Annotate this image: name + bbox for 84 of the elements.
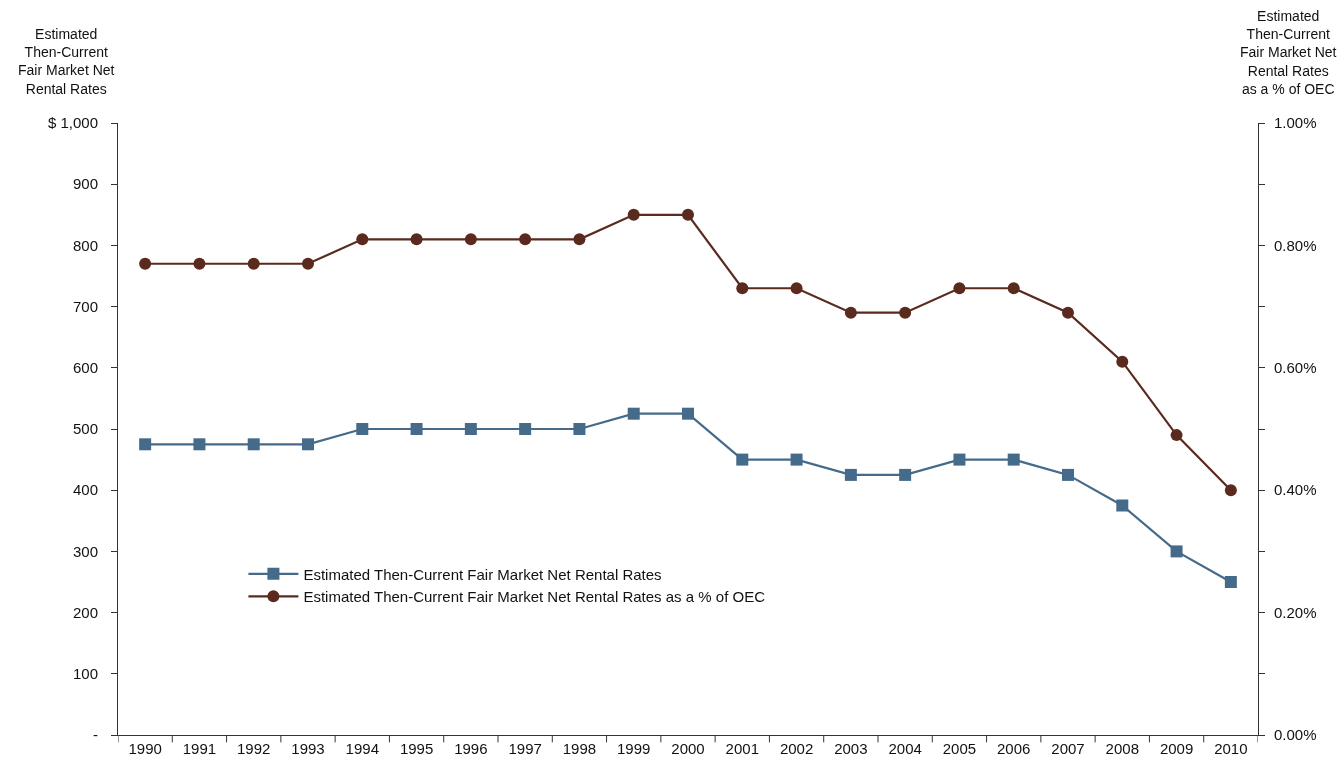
point xyxy=(736,453,749,466)
x-tick-label: 1999 xyxy=(617,740,651,757)
point xyxy=(410,423,423,435)
point xyxy=(953,453,966,466)
point xyxy=(899,468,912,481)
x-tick-label: 2007 xyxy=(1051,740,1085,757)
x-tick-label: 1993 xyxy=(291,740,325,757)
x-tick-label: 1998 xyxy=(562,740,597,757)
x-tick-label: 2003 xyxy=(834,740,868,757)
point xyxy=(519,233,532,246)
y-tick-label: 500 xyxy=(72,420,98,438)
y-tick-label: - xyxy=(93,726,98,744)
point xyxy=(1116,499,1129,512)
x-tick-label: 2010 xyxy=(1214,740,1248,757)
point xyxy=(953,282,966,295)
point xyxy=(410,233,423,246)
y-tick-label: 800 xyxy=(72,236,98,254)
y2-tick-label: 0.60% xyxy=(1274,359,1317,377)
point xyxy=(627,407,640,420)
y-tick-label: 900 xyxy=(72,175,98,193)
x-tick-label: 2005 xyxy=(942,740,977,757)
point xyxy=(302,438,314,451)
point xyxy=(573,233,586,246)
y-tick-label: $ 1,000 xyxy=(47,114,98,132)
y2-tick-label: 0.40% xyxy=(1274,481,1317,499)
point xyxy=(1116,355,1129,368)
point xyxy=(1007,453,1020,466)
point xyxy=(790,282,803,295)
y-tick-label: 200 xyxy=(72,603,98,621)
point xyxy=(736,282,749,295)
point xyxy=(519,423,532,435)
point xyxy=(1170,429,1183,442)
legend-label: Estimated Then-Current Fair Market Net Rental Rates as a % of OEC xyxy=(303,588,766,606)
point xyxy=(464,423,477,435)
point xyxy=(356,233,369,246)
x-tick-label: 2009 xyxy=(1159,740,1194,757)
y2-tick-label: 0.00% xyxy=(1274,726,1317,744)
point xyxy=(682,208,694,221)
y2-tick-label: 0.20% xyxy=(1274,603,1317,621)
y-tick-label: 300 xyxy=(72,542,98,560)
x-tick-label: 1994 xyxy=(345,740,379,757)
y2-axis-title: Estimated Then-Current Fair Market Net Rental Rates as a % of OEC xyxy=(1240,8,1337,97)
x-tick-label: 2008 xyxy=(1105,740,1139,757)
x-tick-label: 1997 xyxy=(508,740,542,757)
x-tick-label: 1995 xyxy=(399,740,434,757)
point xyxy=(139,257,152,270)
point xyxy=(627,208,640,221)
y-tick-label: 400 xyxy=(72,481,98,499)
y-tick-label: 600 xyxy=(72,359,98,377)
y-tick-label: 100 xyxy=(72,665,98,683)
y-axis-title: Estimated Then-Current Fair Market Net Rental Rates xyxy=(18,26,115,97)
y2-tick-label: 1.00% xyxy=(1274,114,1317,132)
point xyxy=(1170,545,1183,558)
x-tick-label: 2002 xyxy=(779,740,814,757)
point xyxy=(1062,306,1074,319)
x-tick-label: 2001 xyxy=(725,740,759,757)
y-tick-label: 700 xyxy=(72,297,98,315)
x-tick-label: 1996 xyxy=(454,740,488,757)
y2-tick-label: 0.80% xyxy=(1274,236,1317,254)
x-tick-label: 1990 xyxy=(128,740,162,757)
point xyxy=(844,306,857,319)
point xyxy=(844,468,857,481)
point xyxy=(573,423,586,435)
point xyxy=(302,257,314,270)
x-tick-label: 2006 xyxy=(997,740,1031,757)
point xyxy=(1007,282,1020,295)
point xyxy=(1062,468,1074,481)
x-tick-label: 2000 xyxy=(671,740,705,757)
x-tick-label: 1992 xyxy=(237,740,271,757)
point xyxy=(247,438,260,451)
x-tick-label: 1991 xyxy=(182,740,217,757)
point xyxy=(790,453,803,466)
point xyxy=(464,233,477,246)
point xyxy=(1224,576,1237,588)
point xyxy=(682,407,694,420)
point xyxy=(193,257,206,270)
point xyxy=(899,306,912,319)
point xyxy=(247,257,260,270)
point xyxy=(193,438,206,451)
point xyxy=(1224,484,1237,497)
x-tick-label: 2004 xyxy=(888,740,922,757)
point xyxy=(356,423,369,435)
legend-label: Estimated Then-Current Fair Market Net Rental Rates xyxy=(303,565,662,583)
point xyxy=(139,438,152,451)
